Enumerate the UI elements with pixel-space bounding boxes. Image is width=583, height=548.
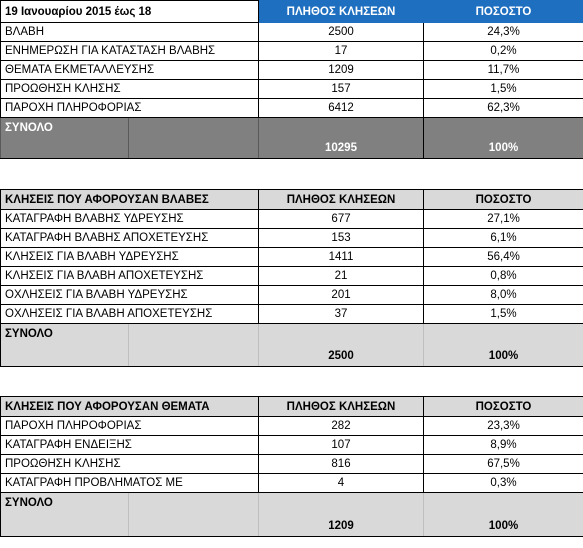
total-empty-cell[interactable] (128, 492, 259, 537)
row-label[interactable]: ΚΑΤΑΓΡΑΦΗ ΒΛΑΒΗΣ ΑΠΟΧΕΤΕΥΣΗΣ (0, 228, 260, 248)
row-label[interactable]: ΒΛΑΒΗ (0, 22, 259, 42)
row-percent[interactable]: 1,5% (423, 304, 583, 324)
row-count[interactable]: 1411 (258, 247, 425, 267)
row-label[interactable]: ΚΑΤΑΓΡΑΦΗ ΕΝΔΕΙΞΗΣ (0, 435, 259, 455)
summary-table: 19 Ιανουαρίου 2015 έως 18 ΠΛΗΘΟΣ ΚΛΗΣΕΩΝ… (0, 0, 583, 159)
row-percent[interactable]: 23,3% (423, 416, 583, 436)
row-count[interactable]: 816 (258, 454, 424, 474)
row-count[interactable]: 37 (258, 304, 425, 324)
faults-table: ΚΛΗΣΕΙΣ ΠΟΥ ΑΦΟΡΟΥΣΑΝ ΒΛΑΒΕΣ ΠΛΗΘΟΣ ΚΛΗΣ… (0, 189, 583, 367)
summary-total-row: ΣΥΝΟΛΟ 10295 100% (0, 117, 583, 159)
percent-column-header[interactable]: ΠΟΣΟΣΤΟ (423, 189, 583, 210)
topics-header-row: ΚΛΗΣΕΙΣ ΠΟΥ ΑΦΟΡΟΥΣΑΝ ΘΕΜΑΤΑ ΠΛΗΘΟΣ ΚΛΗΣ… (0, 396, 583, 417)
total-empty-cell[interactable] (128, 117, 259, 159)
total-empty-cell[interactable] (128, 323, 260, 367)
row-count[interactable]: 157 (258, 79, 424, 99)
row-count[interactable]: 677 (258, 209, 425, 229)
row-label[interactable]: ΠΡΟΩΘΗΣΗ ΚΛΗΣΗΣ (0, 454, 259, 474)
row-count[interactable]: 6412 (258, 98, 424, 118)
table-row: ΚΛΗΣΕΙΣ ΓΙΑ ΒΛΑΒΗ ΑΠΟΧΕΤΕΥΣΗΣ 21 0,8% (0, 266, 583, 286)
table-row: ΚΛΗΣΕΙΣ ΓΙΑ ΒΛΑΒΗ ΥΔΡΕΥΣΗΣ 1411 56,4% (0, 247, 583, 267)
topics-total-row: ΣΥΝΟΛΟ 1209 100% (0, 492, 583, 537)
row-count[interactable]: 153 (258, 228, 425, 248)
row-count[interactable]: 17 (258, 41, 424, 61)
row-percent[interactable]: 0,2% (423, 41, 583, 61)
row-count[interactable]: 282 (258, 416, 424, 436)
total-percent[interactable]: 100% (423, 117, 583, 159)
topics-title[interactable]: ΚΛΗΣΕΙΣ ΠΟΥ ΑΦΟΡΟΥΣΑΝ ΘΕΜΑΤΑ (0, 396, 259, 417)
row-label[interactable]: ΘΕΜΑΤΑ ΕΚΜΕΤΑΛΛΕΥΣΗΣ (0, 60, 259, 80)
row-count[interactable]: 4 (258, 473, 424, 493)
table-row: ΠΑΡΟΧΗ ΠΛΗΡΟΦΟΡΙΑΣ 6412 62,3% (0, 98, 583, 118)
table-row: ΚΑΤΑΓΡΑΦΗ ΒΛΑΒΗΣ ΑΠΟΧΕΤΕΥΣΗΣ 153 6,1% (0, 228, 583, 248)
row-count[interactable]: 201 (258, 285, 425, 305)
total-count[interactable]: 1209 (258, 492, 424, 537)
total-percent[interactable]: 100% (423, 492, 583, 537)
row-label[interactable]: ΚΛΗΣΕΙΣ ΓΙΑ ΒΛΑΒΗ ΥΔΡΕΥΣΗΣ (0, 247, 260, 267)
row-label[interactable]: ΟΧΛΗΣΕΙΣ ΓΙΑ ΒΛΑΒΗ ΑΠΟΧΕΤΕΥΣΗΣ (0, 304, 260, 324)
table-row: ΟΧΛΗΣΕΙΣ ΓΙΑ ΒΛΑΒΗ ΥΔΡΕΥΣΗΣ 201 8,0% (0, 285, 583, 305)
table-row: ΒΛΑΒΗ 2500 24,3% (0, 22, 583, 42)
percent-column-header[interactable]: ΠΟΣΟΣΤΟ (423, 0, 583, 23)
table-row: ΠΡΟΩΘΗΣΗ ΚΛΗΣΗΣ 157 1,5% (0, 79, 583, 99)
count-column-header[interactable]: ΠΛΗΘΟΣ ΚΛΗΣΕΩΝ (258, 189, 425, 210)
faults-title[interactable]: ΚΛΗΣΕΙΣ ΠΟΥ ΑΦΟΡΟΥΣΑΝ ΒΛΑΒΕΣ (0, 189, 260, 210)
faults-total-row: ΣΥΝΟΛΟ 2500 100% (0, 323, 583, 367)
total-label[interactable]: ΣΥΝΟΛΟ (0, 492, 129, 537)
row-count[interactable]: 2500 (258, 22, 424, 42)
table-row: ΠΑΡΟΧΗ ΠΛΗΡΟΦΟΡΙΑΣ 282 23,3% (0, 416, 583, 436)
table-row: ΘΕΜΑΤΑ ΕΚΜΕΤΑΛΛΕΥΣΗΣ 1209 11,7% (0, 60, 583, 80)
total-count[interactable]: 10295 (258, 117, 424, 159)
row-count[interactable]: 1209 (258, 60, 424, 80)
row-percent[interactable]: 1,5% (423, 79, 583, 99)
row-percent[interactable]: 56,4% (423, 247, 583, 267)
row-label[interactable]: ΚΛΗΣΕΙΣ ΓΙΑ ΒΛΑΒΗ ΑΠΟΧΕΤΕΥΣΗΣ (0, 266, 260, 286)
row-percent[interactable]: 0,8% (423, 266, 583, 286)
row-percent[interactable]: 67,5% (423, 454, 583, 474)
table-row: ΚΑΤΑΓΡΑΦΗ ΠΡΟΒΛΗΜΑΤΟΣ ΜΕ 4 0,3% (0, 473, 583, 493)
row-count[interactable]: 21 (258, 266, 425, 286)
row-count[interactable]: 107 (258, 435, 424, 455)
total-count[interactable]: 2500 (258, 323, 425, 367)
row-label[interactable]: ΠΡΟΩΘΗΣΗ ΚΛΗΣΗΣ (0, 79, 259, 99)
table-row: ΚΑΤΑΓΡΑΦΗ ΕΝΔΕΙΞΗΣ 107 8,9% (0, 435, 583, 455)
row-percent[interactable]: 8,9% (423, 435, 583, 455)
count-column-header[interactable]: ΠΛΗΘΟΣ ΚΛΗΣΕΩΝ (258, 0, 424, 23)
table-row: ΠΡΟΩΘΗΣΗ ΚΛΗΣΗΣ 816 67,5% (0, 454, 583, 474)
count-column-header[interactable]: ΠΛΗΘΟΣ ΚΛΗΣΕΩΝ (258, 396, 424, 417)
row-percent[interactable]: 0,3% (423, 473, 583, 493)
table-row: ΕΝΗΜΕΡΩΣΗ ΓΙΑ ΚΑΤΑΣΤΑΣΗ ΒΛΑΒΗΣ 17 0,2% (0, 41, 583, 61)
row-label[interactable]: ΟΧΛΗΣΕΙΣ ΓΙΑ ΒΛΑΒΗ ΥΔΡΕΥΣΗΣ (0, 285, 260, 305)
total-percent[interactable]: 100% (423, 323, 583, 367)
summary-header-row: 19 Ιανουαρίου 2015 έως 18 ΠΛΗΘΟΣ ΚΛΗΣΕΩΝ… (0, 0, 583, 23)
row-percent[interactable]: 62,3% (423, 98, 583, 118)
total-label[interactable]: ΣΥΝΟΛΟ (0, 117, 129, 159)
row-percent[interactable]: 27,1% (423, 209, 583, 229)
row-label[interactable]: ΠΑΡΟΧΗ ΠΛΗΡΟΦΟΡΙΑΣ (0, 98, 259, 118)
row-label[interactable]: ΚΑΤΑΓΡΑΦΗ ΠΡΟΒΛΗΜΑΤΟΣ ΜΕ (0, 473, 259, 493)
row-percent[interactable]: 6,1% (423, 228, 583, 248)
row-percent[interactable]: 24,3% (423, 22, 583, 42)
total-label[interactable]: ΣΥΝΟΛΟ (0, 323, 129, 367)
table-row: ΚΑΤΑΓΡΑΦΗ ΒΛΑΒΗΣ ΥΔΡΕΥΣΗΣ 677 27,1% (0, 209, 583, 229)
row-percent[interactable]: 11,7% (423, 60, 583, 80)
row-percent[interactable]: 8,0% (423, 285, 583, 305)
date-range-cell[interactable]: 19 Ιανουαρίου 2015 έως 18 (0, 0, 259, 23)
faults-header-row: ΚΛΗΣΕΙΣ ΠΟΥ ΑΦΟΡΟΥΣΑΝ ΒΛΑΒΕΣ ΠΛΗΘΟΣ ΚΛΗΣ… (0, 189, 583, 210)
row-label[interactable]: ΕΝΗΜΕΡΩΣΗ ΓΙΑ ΚΑΤΑΣΤΑΣΗ ΒΛΑΒΗΣ (0, 41, 259, 61)
row-label[interactable]: ΚΑΤΑΓΡΑΦΗ ΒΛΑΒΗΣ ΥΔΡΕΥΣΗΣ (0, 209, 260, 229)
percent-column-header[interactable]: ΠΟΣΟΣΤΟ (423, 396, 583, 417)
row-label[interactable]: ΠΑΡΟΧΗ ΠΛΗΡΟΦΟΡΙΑΣ (0, 416, 259, 436)
table-row: ΟΧΛΗΣΕΙΣ ΓΙΑ ΒΛΑΒΗ ΑΠΟΧΕΤΕΥΣΗΣ 37 1,5% (0, 304, 583, 324)
topics-table: ΚΛΗΣΕΙΣ ΠΟΥ ΑΦΟΡΟΥΣΑΝ ΘΕΜΑΤΑ ΠΛΗΘΟΣ ΚΛΗΣ… (0, 396, 583, 537)
